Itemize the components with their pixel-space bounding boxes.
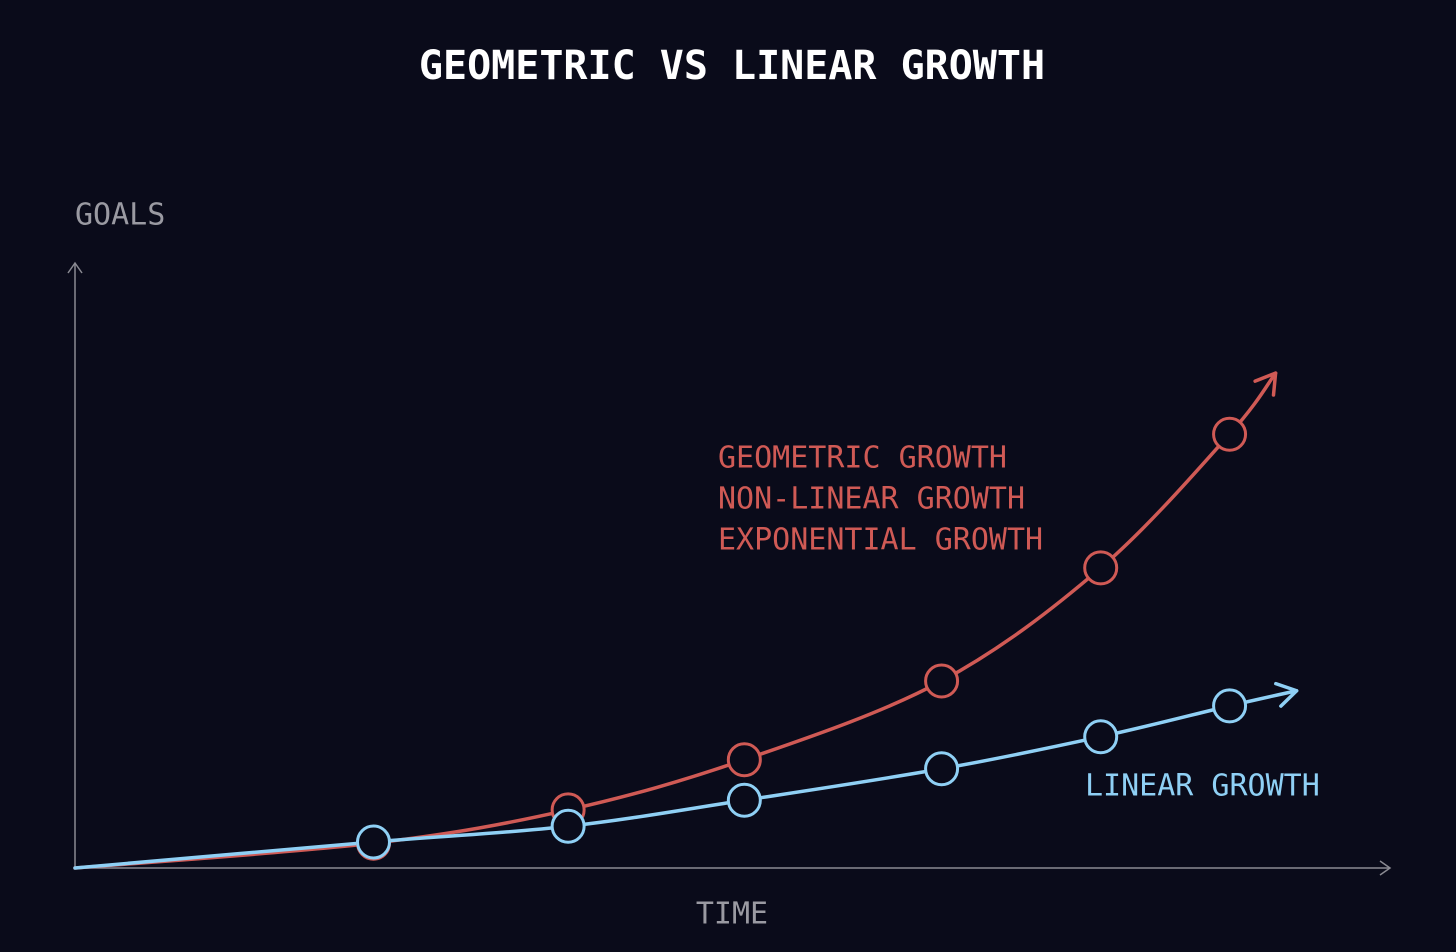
data-point [924, 663, 960, 699]
data-point [1212, 416, 1248, 452]
arrow-head [1253, 371, 1278, 397]
data-point [1083, 719, 1119, 755]
data-point [550, 808, 586, 844]
chart-title: GEOMETRIC VS LINEAR GROWTH [419, 43, 1045, 89]
x-axis-label: TIME [696, 897, 768, 932]
data-point [1083, 550, 1119, 586]
annotation: EXPONENTIAL GROWTH [718, 523, 1043, 558]
y-axis-label: GOALS [75, 198, 165, 233]
series-label: LINEAR GROWTH [1085, 769, 1320, 804]
data-point [726, 782, 762, 818]
data-point [924, 751, 960, 787]
x-axis-arrow [1379, 860, 1392, 876]
y-axis-arrow [67, 261, 83, 274]
data-point [356, 824, 392, 860]
annotation: NON-LINEAR GROWTH [718, 482, 1025, 517]
series-label: GEOMETRIC GROWTH [718, 441, 1007, 476]
data-point [1212, 688, 1248, 724]
arrow-head [1274, 681, 1299, 708]
axes [67, 261, 1392, 876]
data-point [726, 742, 762, 778]
